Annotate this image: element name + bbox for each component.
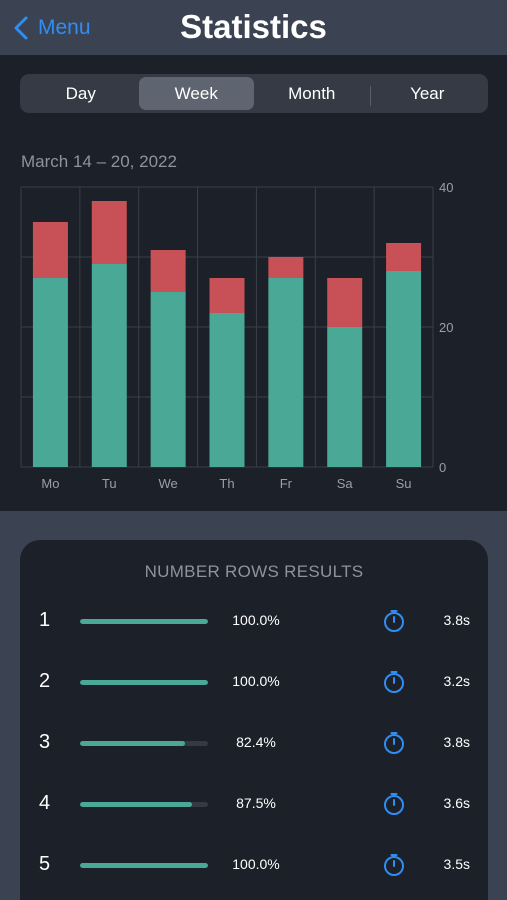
progress-bar — [80, 741, 208, 746]
bar-su-segment-2 — [386, 243, 422, 271]
progress-bar — [80, 802, 208, 807]
x-tick-label: Su — [396, 476, 412, 491]
percent-value: 100.0% — [232, 673, 280, 689]
result-row: 1 100.0% 3.8s — [20, 601, 488, 641]
stopwatch-icon — [384, 854, 404, 876]
x-tick-label: Fr — [280, 476, 293, 491]
result-row: 4 87.5% 3.6s — [20, 784, 488, 824]
x-tick-label: Sa — [337, 476, 354, 491]
time-value: 3.5s — [443, 856, 470, 872]
progress-fill — [80, 802, 192, 807]
percent-value: 100.0% — [232, 612, 280, 628]
segment-divider — [369, 86, 371, 106]
progress-fill — [80, 680, 208, 685]
progress-fill — [80, 619, 208, 624]
time-value: 3.2s — [443, 673, 470, 689]
bar-tu-segment-1 — [91, 264, 127, 467]
result-row: 2 100.0% 3.2s — [20, 662, 488, 702]
bar-tu-segment-2 — [91, 201, 127, 264]
bar-we-segment-1 — [150, 292, 186, 467]
chevron-left-icon — [14, 16, 28, 40]
stopwatch-icon — [384, 610, 404, 632]
progress-fill — [80, 863, 208, 868]
row-number: 3 — [39, 731, 51, 753]
row-number: 1 — [39, 609, 51, 631]
x-tick-label: We — [159, 476, 178, 491]
percent-value: 100.0% — [232, 856, 280, 872]
percent-value: 87.5% — [236, 795, 276, 811]
x-tick-label: Mo — [41, 476, 59, 491]
time-value: 3.8s — [443, 734, 470, 750]
stopwatch-icon — [384, 793, 404, 815]
segment-year[interactable]: Year — [369, 77, 486, 110]
x-tick-label: Th — [219, 476, 234, 491]
bar-sa-segment-2 — [327, 278, 363, 327]
bar-sa-segment-1 — [327, 327, 363, 467]
segment-label: Week — [174, 83, 218, 103]
weekly-bar-chart: Mo Tu We Th Fr Sa Su 0 20 40 — [20, 180, 453, 491]
y-tick-label: 40 — [439, 180, 453, 195]
result-row: 5 100.0% 3.5s — [20, 845, 488, 885]
row-number: 4 — [39, 792, 51, 814]
row-number: 2 — [39, 670, 51, 692]
segment-month[interactable]: Month — [254, 77, 370, 110]
back-button[interactable]: Menu — [14, 14, 91, 42]
y-tick-label: 20 — [439, 320, 453, 335]
navigation-bar: Menu Statistics — [0, 0, 507, 55]
time-value: 3.8s — [443, 612, 470, 628]
results-title: NUMBER ROWS RESULTS — [144, 562, 364, 581]
progress-bar — [80, 863, 208, 868]
results-panel: NUMBER ROWS RESULTS 1 100.0% 3.8s 2 100.… — [20, 540, 488, 900]
bar-th-segment-1 — [209, 313, 245, 467]
bar-fr-segment-1 — [268, 278, 304, 467]
bar-th-segment-2 — [209, 278, 245, 313]
progress-bar — [80, 680, 208, 685]
bar-mo-segment-1 — [32, 278, 68, 467]
progress-bar — [80, 619, 208, 624]
back-button-label: Menu — [38, 16, 91, 39]
bar-fr-segment-2 — [268, 257, 304, 278]
bar-su-segment-1 — [386, 271, 422, 467]
segment-label: Day — [65, 83, 96, 103]
y-tick-label: 0 — [439, 460, 446, 475]
stopwatch-icon — [384, 732, 404, 754]
segment-label: Month — [288, 83, 336, 103]
x-tick-label: Tu — [102, 476, 117, 491]
bar-we-segment-2 — [150, 250, 186, 292]
date-range-label: March 14 – 20, 2022 — [21, 152, 177, 171]
row-number: 5 — [39, 853, 51, 875]
segment-week[interactable]: Week — [138, 77, 254, 110]
progress-fill — [80, 741, 186, 746]
stopwatch-icon — [384, 671, 404, 693]
result-row: 3 82.4% 3.8s — [20, 723, 488, 763]
chart-panel: Day Week Month Year March 14 – 20, 2022 … — [0, 55, 507, 511]
period-segmented-control: Day Week Month Year — [20, 74, 488, 113]
time-value: 3.6s — [443, 795, 470, 811]
page-title: Statistics — [180, 8, 327, 45]
segment-label: Year — [410, 83, 445, 103]
bar-mo-segment-2 — [32, 222, 68, 278]
segment-day[interactable]: Day — [23, 77, 139, 110]
percent-value: 82.4% — [236, 734, 276, 750]
